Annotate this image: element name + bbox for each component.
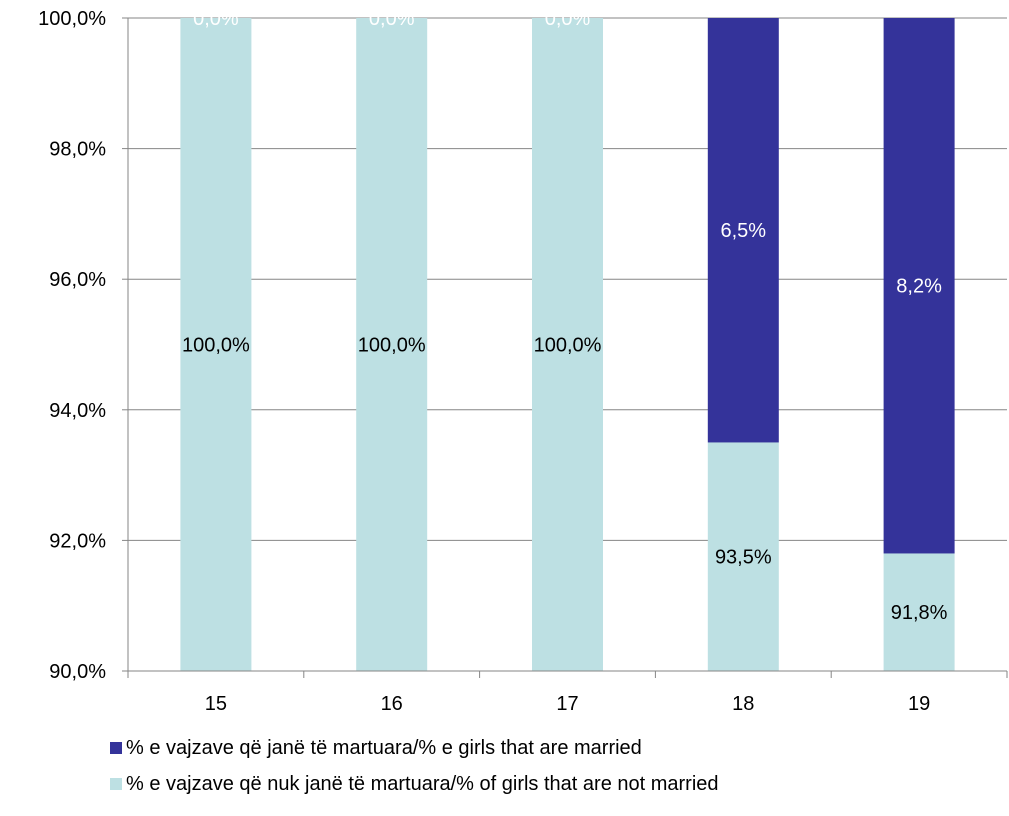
y-tick-label: 94,0% — [49, 400, 106, 422]
data-label-not-married: 100,0% — [182, 335, 250, 357]
data-label-married: 0,0% — [369, 8, 415, 30]
x-tick-label: 19 — [908, 693, 930, 715]
bar-married — [883, 18, 955, 554]
x-tick-label: 17 — [556, 693, 578, 715]
y-tick-label: 100,0% — [38, 8, 106, 30]
axes: 90,0% 92,0% 94,0% 96,0% 98,0% 100,0% 15 16 17 18 1… — [38, 8, 1008, 715]
x-tick-label: 18 — [732, 693, 754, 715]
data-label-not-married: 100,0% — [534, 335, 602, 357]
data-label-not-married: 91,8% — [891, 602, 948, 624]
legend-item-not-married: % e vajzave që nuk janë të martuara/% of… — [110, 771, 719, 797]
y-tick-label: 92,0% — [49, 530, 106, 552]
data-label-married: 6,5% — [721, 220, 767, 242]
bar-not-married — [532, 18, 603, 671]
data-label-not-married: 93,5% — [715, 547, 772, 569]
legend: % e vajzave që janë të martuara/% e girl… — [110, 735, 719, 807]
legend-item-married: % e vajzave që janë të martuara/% e girl… — [110, 735, 719, 761]
bars — [180, 18, 955, 671]
legend-swatch-not-married — [110, 778, 122, 790]
bar-not-married — [883, 553, 955, 671]
data-label-married: 8,2% — [896, 276, 942, 298]
x-tick-label: 15 — [205, 693, 227, 715]
data-label-married: 0,0% — [545, 8, 591, 30]
legend-label-married: % e vajzave që janë të martuara/% e girl… — [126, 736, 642, 759]
y-tick-label: 96,0% — [49, 269, 106, 291]
data-label-married: 0,0% — [193, 8, 239, 30]
data-label-not-married: 100,0% — [358, 335, 426, 357]
y-tick-label: 98,0% — [49, 139, 106, 161]
bar-not-married — [180, 18, 252, 671]
bar-not-married — [707, 442, 779, 671]
y-tick-label: 90,0% — [49, 661, 106, 683]
x-tick-label: 16 — [381, 693, 403, 715]
stacked-bar-chart: 90,0% 92,0% 94,0% 96,0% 98,0% 100,0% 15 16 17 18 1… — [38, 8, 1008, 715]
data-labels: 100,0% 0,0% 100,0% 0,0% 100,0% 0,0% 93,5% 6,5% 9… — [182, 8, 948, 624]
legend-swatch-married — [110, 742, 122, 754]
bar-married — [707, 18, 779, 443]
bar-not-married — [356, 18, 428, 671]
legend-label-not-married: % e vajzave që nuk janë të martuara/% of… — [126, 772, 719, 795]
